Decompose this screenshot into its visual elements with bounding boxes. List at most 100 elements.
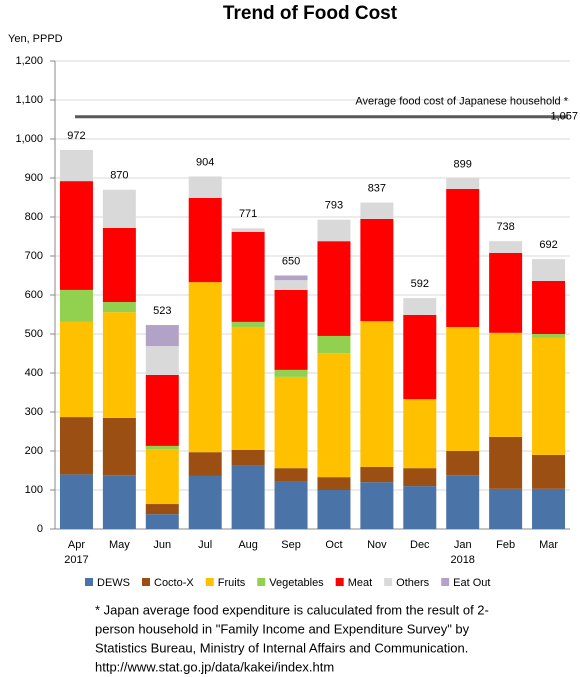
legend-label: Fruits (218, 577, 246, 589)
total-label: 972 (67, 130, 85, 142)
x-tick-label: Aug (238, 539, 258, 551)
x-tick-year: 2018 (450, 554, 474, 566)
bar-segment (274, 376, 308, 469)
total-label: 870 (110, 170, 128, 182)
bar-segment (532, 259, 566, 281)
bar-segment (489, 488, 523, 529)
legend-label: Meat (348, 577, 372, 589)
legend-swatch (335, 578, 344, 586)
legend-swatch (205, 578, 214, 586)
chart-title: Trend of Food Cost (223, 3, 398, 24)
bar-segment (145, 325, 179, 347)
bar-segment (274, 369, 308, 377)
bar-segment (360, 482, 394, 529)
bar-segment (446, 326, 480, 451)
bar-segment (317, 490, 351, 529)
bar-segment (145, 449, 179, 505)
legend-swatch (85, 578, 93, 586)
bar-segment (231, 228, 265, 232)
bar-segment (489, 436, 523, 489)
bar-segment (231, 326, 265, 450)
bar-segment (188, 475, 222, 529)
x-tick-label: Jan (454, 539, 472, 551)
y-tick-label: 1,100 (15, 94, 43, 106)
x-tick-label: Nov (367, 539, 387, 551)
bar-segment (59, 289, 93, 322)
bar-segment (231, 231, 265, 322)
footnote: * Japan average food expenditure is calu… (95, 602, 489, 617)
y-tick-label: 1,000 (15, 133, 43, 145)
bar-segment (403, 314, 437, 400)
bar-segment (403, 298, 437, 315)
y-tick-label: 500 (25, 328, 43, 340)
bar-segment (145, 374, 179, 446)
x-tick-label: Apr (68, 539, 85, 551)
total-label: 904 (196, 156, 214, 168)
bar-segment (532, 280, 566, 334)
legend-swatch (257, 578, 266, 586)
x-tick-label: Feb (496, 539, 515, 551)
bar-segment (403, 486, 437, 529)
bar-segment (102, 227, 136, 303)
bar-segment (231, 321, 265, 327)
y-tick-label: 800 (25, 211, 43, 223)
bar-segment (145, 504, 179, 515)
bar-segment (446, 451, 480, 476)
bar-segment (489, 332, 523, 437)
total-label: 523 (153, 305, 171, 317)
bar-segment (532, 334, 566, 338)
y-tick-label: 1,200 (15, 55, 43, 67)
total-label: 771 (239, 208, 257, 220)
bar-segment (145, 445, 179, 450)
bar-segment (403, 468, 437, 487)
total-label: 592 (411, 278, 429, 290)
bar-segment (360, 218, 394, 322)
y-tick-label: 400 (25, 367, 43, 379)
bar-segment (188, 452, 222, 476)
total-label: 650 (282, 255, 300, 267)
footnote: Statistics Bureau, Ministry of Internal … (95, 640, 468, 655)
total-label: 692 (539, 239, 557, 251)
x-tick-label: Sep (281, 539, 301, 551)
total-label: 793 (325, 200, 343, 212)
bar-segment (145, 514, 179, 529)
bar-segment (145, 346, 179, 375)
legend-label: DEWS (97, 577, 130, 589)
bar-segment (231, 465, 265, 529)
legend-swatch (142, 578, 150, 586)
bar-segment (188, 197, 222, 283)
bar-segment (102, 475, 136, 529)
legend-label: Vegetables (269, 577, 324, 589)
legend-label: Cocto-X (154, 577, 194, 589)
bar-segment (446, 475, 480, 529)
bar-segment (532, 337, 566, 455)
y-tick-label: 300 (25, 406, 43, 418)
bar-segment (532, 488, 566, 529)
bar-segment (59, 474, 93, 529)
bar-segment (317, 335, 351, 354)
reference-label: Average food cost of Japanese household … (355, 96, 568, 108)
total-label: 738 (496, 221, 514, 233)
bar-segment (102, 417, 136, 476)
bar-segment (59, 417, 93, 475)
bar-segment (489, 241, 523, 253)
y-tick-label: 700 (25, 250, 43, 262)
bar-segment (59, 149, 93, 182)
bar-segment (274, 280, 308, 290)
y-tick-label: 200 (25, 445, 43, 457)
bar-segment (59, 321, 93, 418)
bar-segment (360, 466, 394, 483)
bar-segment (274, 481, 308, 529)
bar-segment (188, 176, 222, 198)
legend-label: Others (396, 577, 430, 589)
bar-segment (317, 241, 351, 336)
y-tick-label: 900 (25, 172, 43, 184)
x-tick-label: Mar (539, 539, 558, 551)
x-tick-label: Jun (153, 539, 171, 551)
footnote: person household in "Family Income and E… (95, 621, 470, 636)
bar-segment (59, 181, 93, 290)
y-tick-label: 600 (25, 289, 43, 301)
y-tick-label: 100 (25, 484, 43, 496)
x-tick-label: May (109, 539, 130, 551)
